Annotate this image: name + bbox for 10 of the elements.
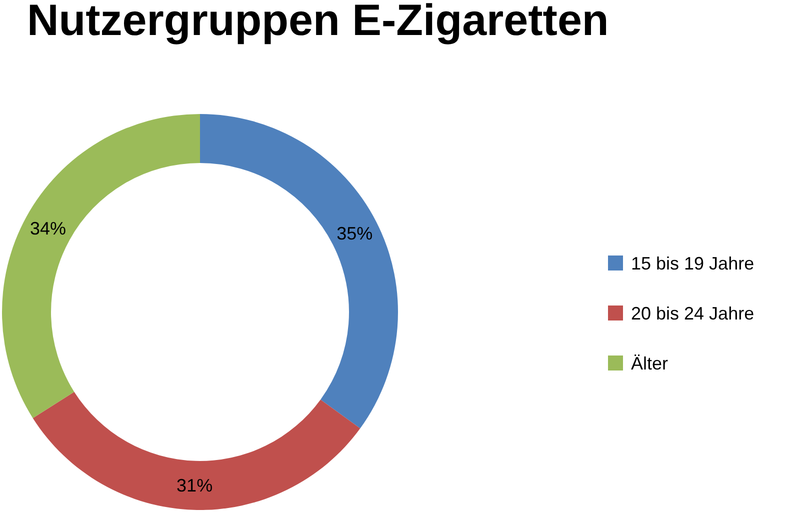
chart-title: Nutzergruppen E-Zigaretten bbox=[27, 0, 609, 45]
legend-label: 20 bis 24 Jahre bbox=[631, 303, 754, 324]
donut-slice bbox=[200, 114, 398, 428]
legend-label: 15 bis 19 Jahre bbox=[631, 253, 754, 274]
legend-label: Älter bbox=[631, 353, 668, 374]
donut-slice bbox=[2, 114, 200, 418]
donut-slice bbox=[32, 392, 360, 510]
data-label: 31% bbox=[176, 476, 213, 496]
data-label: 35% bbox=[336, 224, 373, 244]
data-label: 34% bbox=[30, 218, 66, 239]
